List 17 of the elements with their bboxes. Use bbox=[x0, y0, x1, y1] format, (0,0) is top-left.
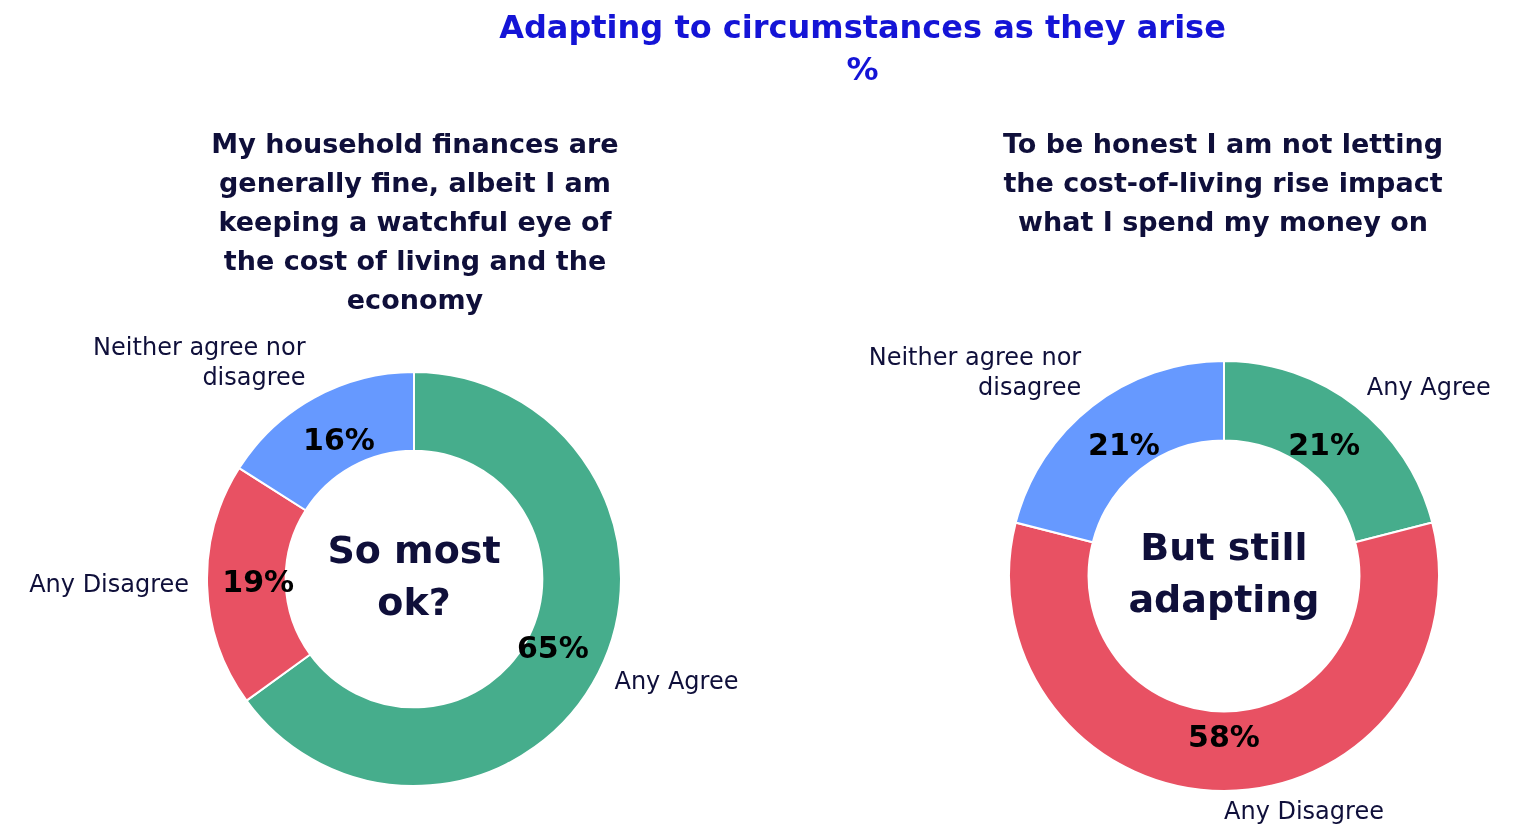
slice-label: Any Agree bbox=[614, 667, 739, 696]
text: So most ok? bbox=[327, 527, 501, 624]
data-label: 21% bbox=[1088, 426, 1160, 462]
text: Adapting to circumstances as they arise bbox=[498, 7, 1227, 48]
data-label: 58% bbox=[1188, 719, 1260, 755]
slice-label: Any Disagree bbox=[29, 570, 190, 599]
text: But still adapting bbox=[1128, 524, 1320, 621]
data-label: 16% bbox=[303, 422, 375, 458]
data-label: 65% bbox=[516, 629, 589, 665]
chart-title: My household finances are generally fine, albeit I am keeping a watchful eye of the cost of living and the economy bbox=[210, 127, 620, 317]
data-label: 21% bbox=[1288, 426, 1360, 462]
slice-label: Neither agree nor disagree bbox=[93, 332, 306, 391]
slice-label: Neither agree nor disagree bbox=[868, 342, 1082, 401]
text: % bbox=[845, 49, 880, 90]
chart-title: To be honest I am not letting the cost-of-living rise impact what I spend my money on bbox=[1002, 127, 1444, 239]
slice-label: Any Disagree bbox=[1224, 797, 1384, 826]
slice-label: Any Agree bbox=[1366, 372, 1491, 401]
